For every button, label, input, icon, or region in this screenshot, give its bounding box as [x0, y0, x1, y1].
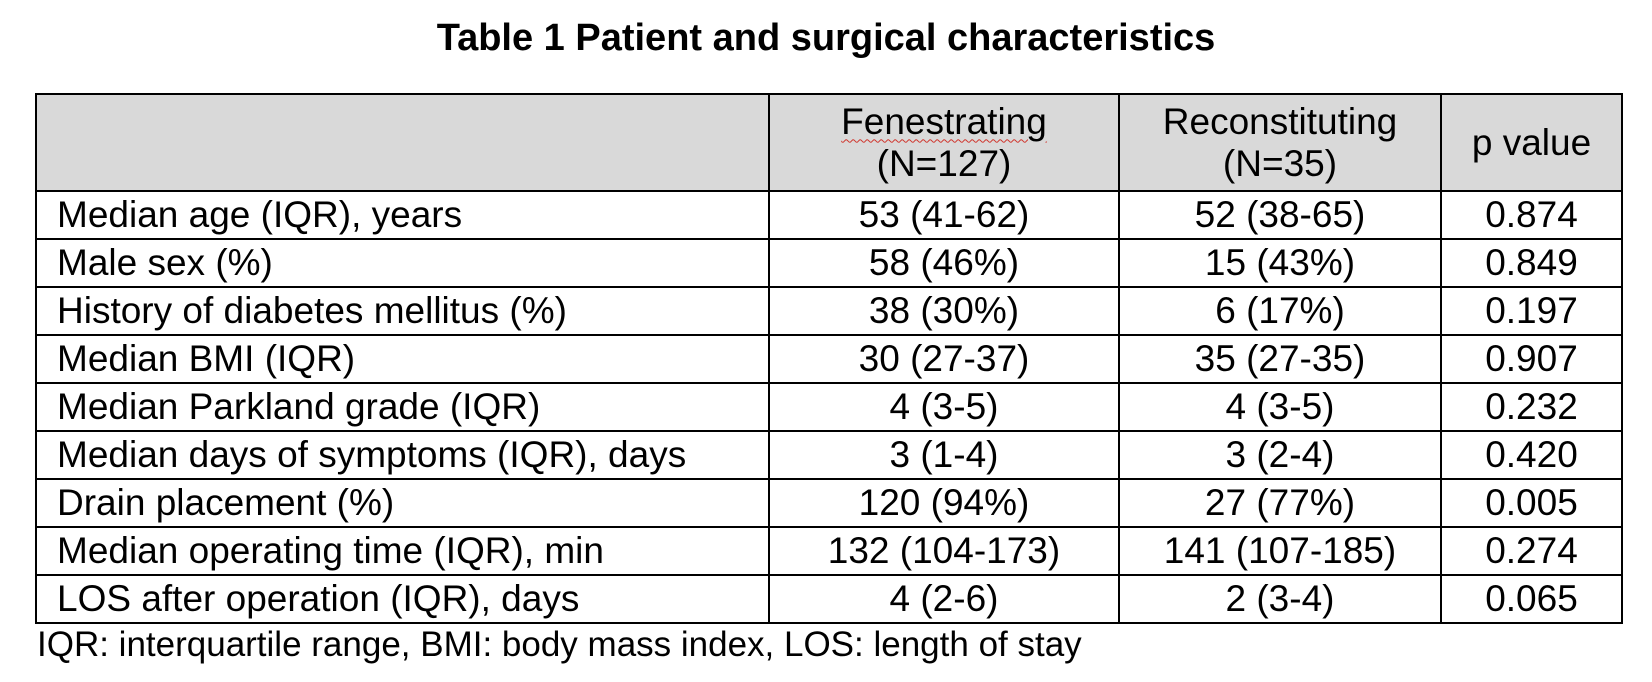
table-row: Male sex (%) 58 (46%) 15 (43%) 0.849: [35, 238, 1623, 288]
row-label: Drain placement (%): [35, 478, 770, 528]
header-row: Fenestrating (N=127) Reconstituting (N=3…: [35, 93, 1623, 192]
header-reconstituting-label: Reconstituting: [1162, 100, 1398, 142]
table-body: Median age (IQR), years 53 (41-62) 52 (38-…: [35, 190, 1623, 624]
table-title: Table 1 Patient and surgical characteris…: [436, 17, 1216, 59]
row-label: LOS after operation (IQR), days: [35, 574, 770, 624]
p-value: 0.197: [1440, 286, 1623, 336]
reconstituting-value: 6 (17%): [1118, 286, 1442, 336]
fenestrating-value: 4 (3-5): [768, 382, 1120, 432]
header-cell-reconstituting: Reconstituting (N=35): [1118, 93, 1442, 192]
row-label: Median operating time (IQR), min: [35, 526, 770, 576]
reconstituting-value: 35 (27-35): [1118, 334, 1442, 384]
reconstituting-value: 4 (3-5): [1118, 382, 1442, 432]
fenestrating-value: 53 (41-62): [768, 190, 1120, 240]
p-value: 0.065: [1440, 574, 1623, 624]
fenestrating-value: 120 (94%): [768, 478, 1120, 528]
fenestrating-value: 58 (46%): [768, 238, 1120, 288]
p-value: 0.874: [1440, 190, 1623, 240]
reconstituting-value: 141 (107-185): [1118, 526, 1442, 576]
header-cell-p-value: p value: [1440, 93, 1623, 192]
fenestrating-value: 38 (30%): [768, 286, 1120, 336]
reconstituting-value: 27 (77%): [1118, 478, 1442, 528]
header-p-value-label: p value: [1471, 121, 1592, 163]
reconstituting-value: 15 (43%): [1118, 238, 1442, 288]
header-cell-fenestrating: Fenestrating (N=127): [768, 93, 1120, 192]
p-value: 0.005: [1440, 478, 1623, 528]
reconstituting-value: 2 (3-4): [1118, 574, 1442, 624]
table-row: Drain placement (%) 120 (94%) 27 (77%) 0.00…: [35, 478, 1623, 528]
table-row: Median operating time (IQR), min 132 (104…: [35, 526, 1623, 576]
row-label: Male sex (%): [35, 238, 770, 288]
fenestrating-value: 132 (104-173): [768, 526, 1120, 576]
table-row: Median days of symptoms (IQR), days 3 (1-…: [35, 430, 1623, 480]
p-value: 0.274: [1440, 526, 1623, 576]
row-label: Median Parkland grade (IQR): [35, 382, 770, 432]
row-label: History of diabetes mellitus (%): [35, 286, 770, 336]
fenestrating-value: 30 (27-37): [768, 334, 1120, 384]
table-header: Fenestrating (N=127) Reconstituting (N=3…: [35, 93, 1623, 192]
row-label: Median BMI (IQR): [35, 334, 770, 384]
p-value: 0.232: [1440, 382, 1623, 432]
p-value: 0.849: [1440, 238, 1623, 288]
fenestrating-value: 3 (1-4): [768, 430, 1120, 480]
header-fenestrating-n: (N=127): [876, 142, 1012, 184]
table-row: LOS after operation (IQR), days 4 (2-6) 2 …: [35, 574, 1623, 624]
table-row: Median BMI (IQR) 30 (27-37) 35 (27-35) 0.90…: [35, 334, 1623, 384]
p-value: 0.907: [1440, 334, 1623, 384]
reconstituting-value: 52 (38-65): [1118, 190, 1442, 240]
table-row: History of diabetes mellitus (%) 38 (30%)…: [35, 286, 1623, 336]
header-fenestrating-label: Fenestrating: [841, 100, 1047, 142]
row-label: Median age (IQR), years: [35, 190, 770, 240]
p-value: 0.420: [1440, 430, 1623, 480]
table-row: Median Parkland grade (IQR) 4 (3-5) 4 (3-5…: [35, 382, 1623, 432]
reconstituting-value: 3 (2-4): [1118, 430, 1442, 480]
characteristics-table: Fenestrating (N=127) Reconstituting (N=3…: [35, 93, 1623, 624]
header-reconstituting-n: (N=35): [1222, 142, 1338, 184]
header-cell-blank: [35, 93, 770, 192]
table-row: Median age (IQR), years 53 (41-62) 52 (38-…: [35, 190, 1623, 240]
fenestrating-value: 4 (2-6): [768, 574, 1120, 624]
row-label: Median days of symptoms (IQR), days: [35, 430, 770, 480]
table-footnote: IQR: interquartile range, BMI: body mass…: [37, 625, 1082, 664]
